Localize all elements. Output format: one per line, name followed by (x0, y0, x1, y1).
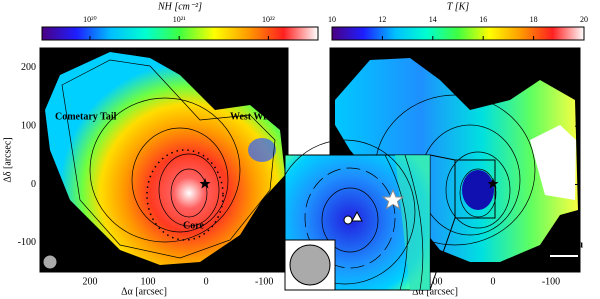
colorbar-tick-label: 20 (580, 15, 588, 24)
warm-region (530, 125, 576, 200)
zoom-box (454, 159, 496, 219)
colorbar-tick-label: 10²² (262, 15, 275, 24)
x-tick-label: 0 (204, 276, 209, 287)
annotation: Core (183, 220, 204, 231)
x-axis-label: Δα [arcsec] (412, 286, 458, 297)
inset (274, 139, 456, 291)
west-wing-region (248, 138, 276, 162)
colorbar-tick-label: 16 (479, 15, 487, 24)
colorbar (41, 26, 319, 41)
annotation: West Wing (230, 111, 277, 122)
y-tick-label: 100 (21, 120, 36, 131)
colorbar-tick-label: 10²⁰ (83, 15, 97, 24)
colorbar-tick-label: 10²¹ (173, 15, 186, 24)
x-tick-label: 100 (141, 276, 156, 287)
annotation: 10000 au (545, 239, 584, 250)
colorbar (331, 26, 585, 41)
colorbar-tick-label: 18 (530, 15, 538, 24)
colorbar-tick-label: 14 (429, 15, 437, 24)
density-map (45, 52, 285, 265)
y-tick-label: 200 (21, 62, 36, 73)
beam (42, 254, 58, 270)
annotation: Cometary Tail (55, 111, 117, 122)
x-tick-label: 200 (82, 276, 97, 287)
x-tick-label: 100 (427, 276, 442, 287)
colorbar-tick-label: 12 (378, 15, 386, 24)
contours (61, 59, 276, 259)
x-tick-label: -100 (255, 276, 273, 287)
y-axis-label: Δδ [arcsec] (2, 137, 13, 182)
y-tick-label: 0 (31, 179, 36, 190)
star-marker (487, 178, 499, 189)
dotted-region (146, 149, 224, 241)
y-tick-label: -100 (18, 237, 36, 248)
star-marker (199, 178, 211, 189)
colorbar-label: T [K] (447, 1, 469, 12)
colorbar-tick-label: 10 (328, 15, 336, 24)
x-axis-label: Δα [arcsec] (121, 286, 167, 297)
x-tick-label: 0 (490, 276, 495, 287)
x-tick-label: -100 (542, 276, 560, 287)
cold-core (462, 170, 494, 210)
colorbar-label: NH [cm⁻²] (157, 1, 202, 12)
